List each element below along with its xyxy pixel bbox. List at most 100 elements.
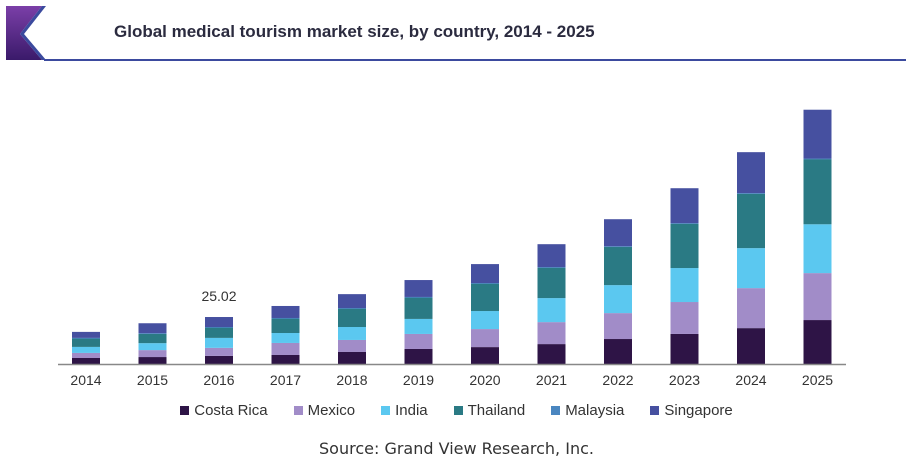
legend-label: Malaysia [565, 402, 625, 419]
bar-segment-thailand [471, 283, 499, 312]
x-tick-label: 2015 [137, 372, 168, 388]
bar-segment-costa-rica [803, 320, 832, 364]
x-tick-label: 2022 [602, 372, 633, 388]
chart-plot: 2014 2015 2016 25.02 2017 2018 2019 2020 2021 202… [58, 109, 846, 388]
bar-segment-costa-rica [205, 355, 233, 364]
bar-segment-costa-rica [404, 348, 433, 364]
legend-item: Malaysia [551, 402, 624, 419]
bar-segment-mexico [737, 288, 765, 329]
bar-segment-india [338, 327, 366, 340]
legend-label: Singapore [664, 402, 733, 419]
bar-segment-thailand [72, 338, 100, 347]
bar-segment-thailand [271, 318, 300, 334]
x-tick-label: 2024 [735, 372, 766, 388]
bar-segment-costa-rica [72, 357, 100, 364]
bar-segment-india [471, 311, 499, 330]
bar-segment-malaysia [737, 193, 765, 194]
bar-segment-costa-rica [670, 333, 699, 364]
x-tick-label: 2018 [336, 372, 367, 388]
bar-segment-thailand [803, 159, 832, 225]
legend: Costa Rica Mexico India Thailand Malaysia Sin… [0, 402, 913, 419]
bar-segment-india [271, 333, 300, 343]
bar-segment-costa-rica [471, 347, 499, 364]
bar-segment-india [404, 318, 433, 334]
bar-segment-mexico [72, 352, 100, 358]
bar-segment-costa-rica [338, 351, 366, 364]
bar-segment-malaysia [338, 308, 366, 309]
chart-title: Global medical tourism market size, by c… [114, 22, 595, 41]
legend-swatch [551, 406, 561, 415]
bar-segment-singapore [537, 244, 566, 268]
legend-swatch [650, 406, 660, 415]
legend-swatch [453, 406, 463, 415]
bar-segment-malaysia [138, 333, 167, 335]
x-tick-label: 2019 [403, 372, 434, 388]
bar-segment-india [72, 346, 100, 353]
legend-item: Singapore [650, 402, 733, 419]
legend-item: India [381, 402, 428, 419]
bar-segment-singapore [138, 323, 167, 334]
bar-segment-india [138, 343, 167, 351]
bar-segment-malaysia [803, 158, 832, 160]
source-note: Source: Grand View Research, Inc. [319, 439, 594, 458]
x-tick-label: 2016 [203, 372, 234, 388]
bar-segment-singapore [72, 331, 100, 338]
bar-segment-costa-rica [537, 344, 566, 364]
bar-segment-costa-rica [271, 354, 300, 364]
bar-segment-singapore [471, 264, 499, 284]
bar-segment-malaysia [404, 296, 433, 298]
bar-segment-mexico [604, 313, 632, 340]
bar-segment-singapore [404, 280, 433, 297]
bar-segment-mexico [471, 329, 499, 348]
bar-segment-malaysia [205, 327, 233, 328]
title-divider [44, 59, 906, 61]
x-tick-label: 2021 [536, 372, 567, 388]
bar-segment-mexico [205, 347, 233, 356]
bar-segment-india [737, 248, 765, 289]
legend-swatch [293, 406, 303, 415]
x-tick-label: 2023 [669, 372, 700, 388]
bar-segment-malaysia [72, 337, 100, 339]
bar-segment-mexico [404, 333, 433, 349]
bar-segment-india [205, 337, 233, 348]
data-label: 25.02 [201, 288, 236, 304]
bar-segment-india [670, 268, 699, 303]
bar-segment-india [803, 224, 832, 274]
bar-segment-malaysia [604, 246, 632, 248]
bar-segment-thailand [338, 308, 366, 328]
x-tick-label: 2017 [270, 372, 301, 388]
bar-segment-thailand [205, 327, 233, 338]
legend-swatch [381, 406, 391, 415]
bar-segment-india [604, 285, 632, 314]
legend-swatch [180, 406, 190, 415]
bar-segment-singapore [737, 152, 765, 194]
bar-segment-singapore [604, 219, 632, 247]
bar-segment-thailand [737, 193, 765, 249]
bar-segment-mexico [803, 273, 832, 321]
bar-segment-mexico [537, 322, 566, 345]
x-tick-label: 2025 [802, 372, 833, 388]
bar-segment-costa-rica [737, 328, 765, 364]
bar-segment-mexico [338, 339, 366, 352]
legend-label: Costa Rica [194, 402, 268, 419]
bar-segment-thailand [537, 267, 566, 299]
x-tick-label: 2020 [469, 372, 500, 388]
bar-segment-singapore [803, 109, 832, 159]
bar-segment-mexico [138, 350, 167, 358]
bar-segment-thailand [604, 246, 632, 286]
legend-label: India [395, 402, 428, 419]
bar-segment-thailand [138, 333, 167, 344]
legend-label: Mexico [307, 402, 356, 419]
bar-segment-singapore [205, 317, 233, 328]
bar-segment-malaysia [271, 317, 300, 319]
bar-segment-singapore [670, 188, 699, 224]
bar-segment-mexico [670, 302, 699, 334]
legend-item: Costa Rica [180, 402, 268, 419]
legend-item: Mexico [293, 402, 356, 419]
bar-segment-thailand [670, 223, 699, 269]
bar-segment-mexico [271, 342, 300, 355]
logo-icon [6, 6, 46, 60]
bar-segment-malaysia [471, 283, 499, 284]
bar-segment-costa-rica [604, 339, 632, 364]
